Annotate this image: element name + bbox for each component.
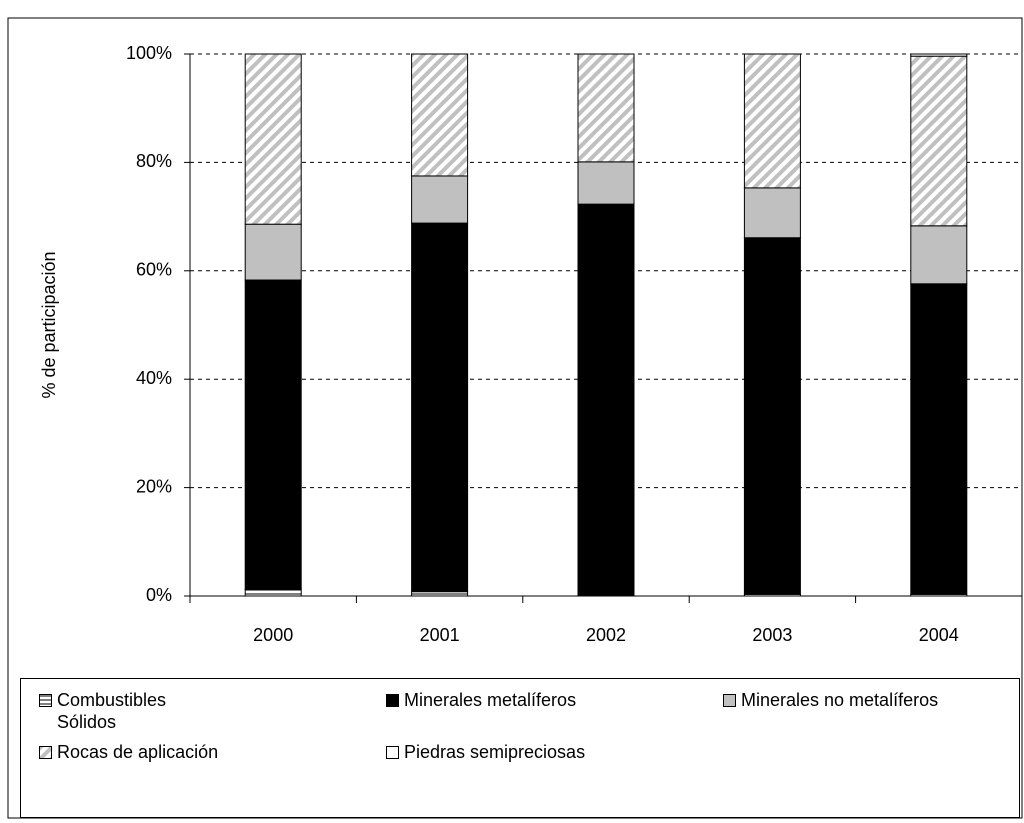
frame — [7, 17, 1023, 819]
bar-segment — [577, 203, 635, 596]
legend: Combustibles Sólidos Minerales metalífero… — [20, 678, 1020, 818]
y-tick-label: 80% — [136, 151, 172, 171]
bar-segment — [910, 283, 968, 595]
bar-segment — [577, 53, 635, 163]
legend-swatch — [723, 694, 736, 707]
x-tick-label: 2003 — [752, 625, 792, 645]
legend-swatch-fill — [39, 746, 52, 759]
legend-swatch — [386, 746, 399, 759]
bar-segment — [577, 161, 635, 205]
legend-label: Combustibles Sólidos — [57, 690, 167, 732]
bar-segment — [743, 53, 801, 189]
bar-segment — [910, 225, 968, 285]
x-tick-label: 2002 — [586, 625, 626, 645]
x-tick-label: 2000 — [253, 625, 293, 645]
legend-label: Minerales no metalíferos — [741, 690, 939, 710]
legend-swatch-fill — [723, 694, 736, 707]
legend-swatch — [39, 694, 52, 707]
y-tick-label: 40% — [136, 368, 172, 388]
y-tick-label: 60% — [136, 260, 172, 280]
bar-segment — [411, 222, 469, 593]
legend-item: Combustibles Sólidos — [39, 689, 207, 733]
legend-item: Minerales no metalíferos — [723, 689, 938, 711]
legend-swatch — [386, 694, 399, 707]
x-tick-label: 2004 — [919, 625, 959, 645]
y-axis-label: % de participación — [39, 251, 59, 398]
bar-segment — [743, 187, 801, 239]
bar-segment — [743, 237, 801, 595]
bar-segment — [411, 53, 469, 177]
legend-item: Minerales metalíferos — [386, 689, 576, 711]
bar-segment — [244, 279, 302, 590]
y-tick-label: 0% — [146, 585, 172, 605]
legend-label: Piedras semipreciosas — [404, 742, 586, 762]
legend-swatch-fill — [39, 694, 52, 707]
bar-segment — [244, 588, 302, 597]
bar-segment — [910, 55, 968, 227]
legend-label: Rocas de aplicación — [57, 742, 219, 762]
bar-segment — [910, 53, 968, 57]
bar-segment — [244, 223, 302, 281]
legend-swatch-fill — [386, 746, 399, 759]
legend-swatch-fill — [386, 694, 399, 707]
legend-swatch — [39, 746, 52, 759]
bar-segment — [411, 175, 469, 224]
x-tick-label: 2001 — [420, 625, 460, 645]
y-tick-label: 20% — [136, 476, 172, 496]
legend-label: Minerales metalíferos — [404, 690, 577, 710]
bar-segment — [411, 591, 469, 597]
legend-item: Piedras semipreciosas — [386, 741, 585, 763]
y-tick-label: 100% — [126, 43, 172, 63]
legend-item: Rocas de aplicación — [39, 741, 218, 763]
bar-segment — [244, 53, 302, 225]
